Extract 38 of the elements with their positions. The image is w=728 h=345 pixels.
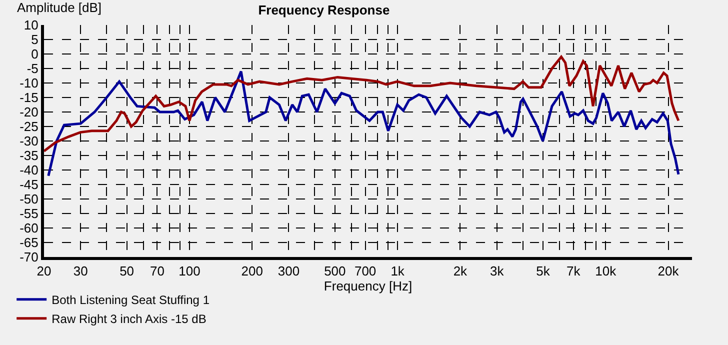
x-tick-label: 500 <box>324 264 346 279</box>
x-tick-label: 30 <box>73 264 88 279</box>
y-tick-label: -15 <box>20 90 38 106</box>
y-tick-label: -30 <box>20 134 38 149</box>
y-tick-label: -20 <box>20 104 38 120</box>
y-tick-label: -60 <box>20 220 38 236</box>
x-tick-label: 20k <box>658 264 680 279</box>
x-tick-label: 700 <box>354 264 376 279</box>
x-tick-label: 300 <box>278 264 300 279</box>
y-tick-label: -50 <box>20 192 38 207</box>
legend-label: Raw Right 3 inch Axis -15 dB <box>52 312 206 326</box>
x-tick-label: 1k <box>390 264 405 279</box>
y-tick-label: -55 <box>20 206 38 222</box>
y-axis-title: Amplitude [dB] <box>17 0 102 15</box>
y-tick-label: -70 <box>20 250 38 265</box>
y-tick-label: -45 <box>20 177 38 192</box>
x-tick-label: 70 <box>150 264 164 279</box>
x-tick-label: 200 <box>241 264 263 279</box>
y-tick-label: -5 <box>26 61 38 76</box>
legend-label: Both Listening Seat Stuffing 1 <box>52 293 210 308</box>
x-tick-label: 100 <box>178 264 200 279</box>
y-tick-label: 5 <box>31 32 38 48</box>
x-tick-label: 50 <box>120 264 134 279</box>
x-axis-title: Frequency [Hz] <box>324 278 412 294</box>
y-tick-label: -65 <box>20 235 38 250</box>
y-tick-label: 0 <box>31 46 38 62</box>
chart-title: Frequency Response <box>258 2 390 18</box>
y-tick-label: -40 <box>20 162 38 178</box>
x-tick-label: 5k <box>536 264 550 279</box>
y-tick-label: -35 <box>20 148 38 164</box>
x-tick-label: 7k <box>566 264 581 279</box>
x-tick-label: 3k <box>490 264 504 279</box>
y-tick-label: -10 <box>20 76 38 91</box>
x-tick-label: 20 <box>36 264 52 279</box>
y-tick-label: -25 <box>20 119 38 134</box>
x-tick-label: 10k <box>595 264 617 279</box>
x-tick-label: 2k <box>453 264 468 279</box>
y-tick-label: 10 <box>24 18 38 33</box>
